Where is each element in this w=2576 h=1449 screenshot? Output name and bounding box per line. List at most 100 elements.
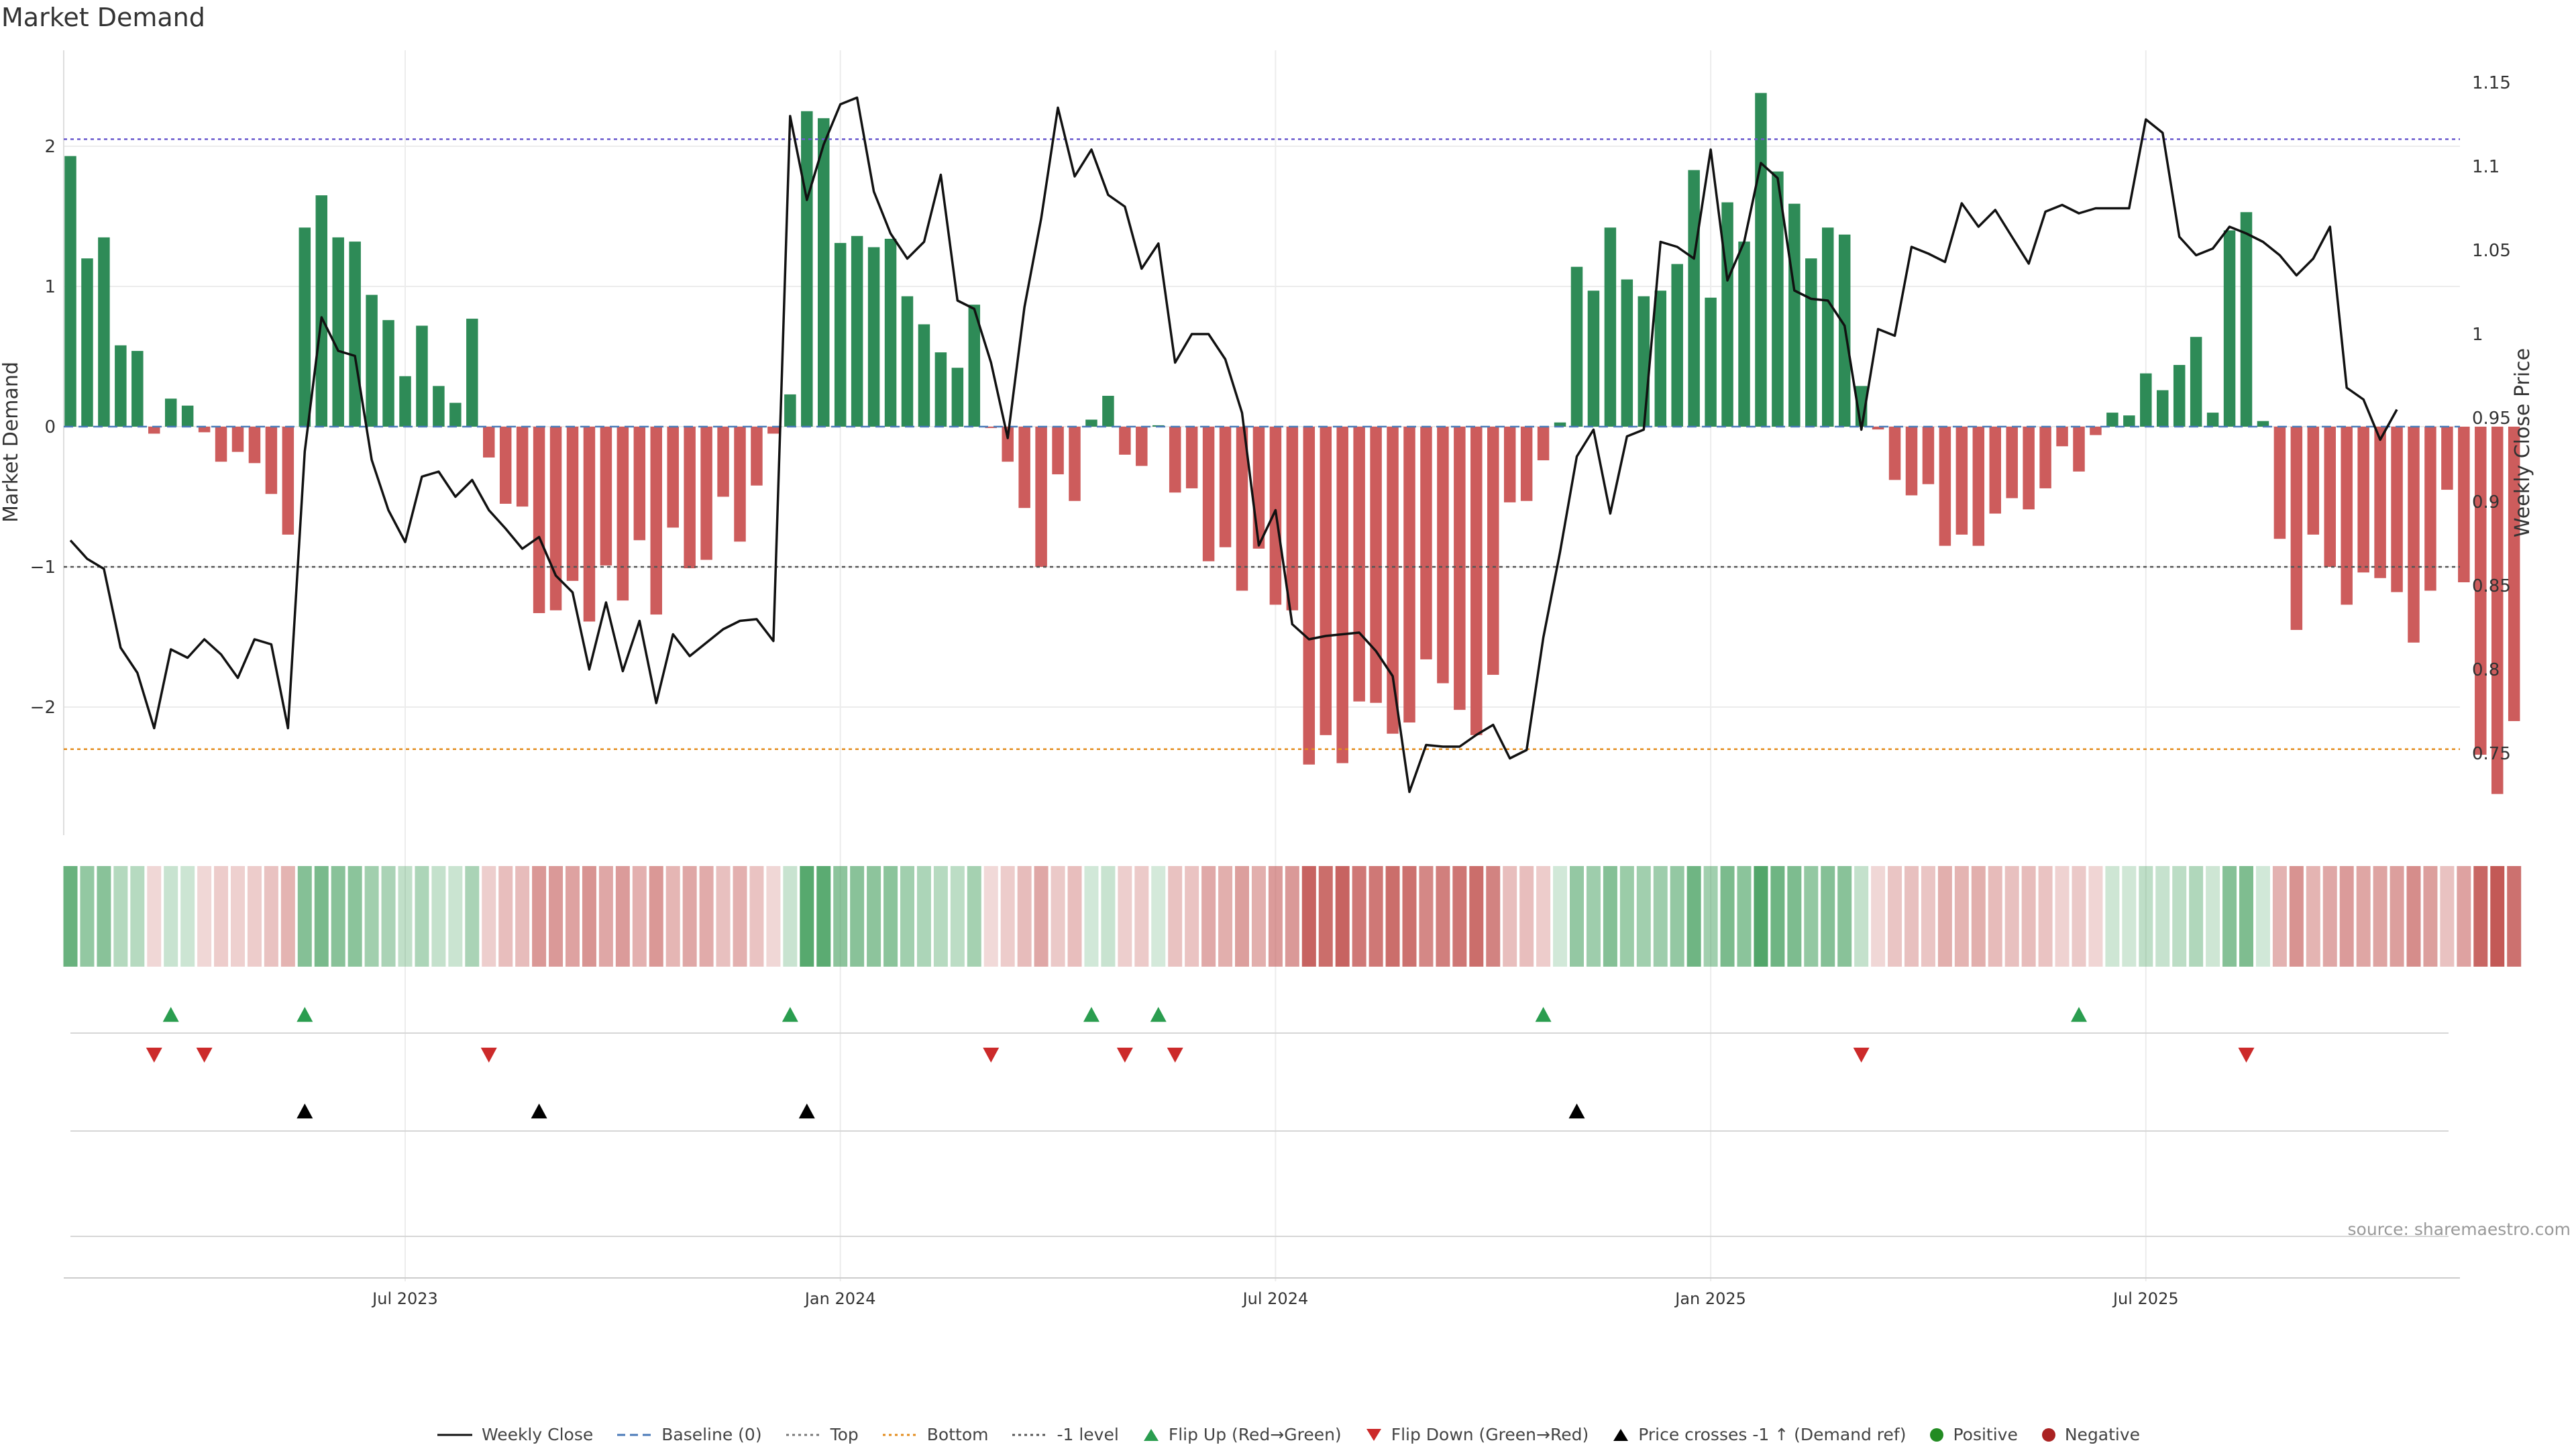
heat-cell — [2088, 866, 2103, 967]
x-tick-label: Jul 2025 — [2112, 1289, 2179, 1308]
triangle-up-icon — [1143, 1428, 1159, 1441]
heat-cell — [482, 866, 496, 967]
bar-negative — [1252, 427, 1265, 549]
bar-positive — [131, 351, 144, 427]
heat-cell — [1034, 866, 1049, 967]
heat-cell — [431, 866, 446, 967]
heat-cell — [2373, 866, 2387, 967]
bar-negative — [1470, 427, 1483, 735]
y2-tick-label: 0.95 — [2472, 409, 2511, 429]
triangle-up-icon — [1613, 1428, 1629, 1441]
flip-down-marker — [1853, 1047, 1870, 1063]
legend-dotted-line-icon — [786, 1434, 821, 1436]
bar-negative — [751, 427, 763, 486]
bar-negative — [549, 427, 562, 610]
bar-positive — [315, 195, 327, 427]
heat-cell — [1436, 866, 1450, 967]
heat-cell — [833, 866, 848, 967]
bar-negative — [2290, 427, 2303, 631]
heat-cell — [314, 866, 329, 967]
heat-cell — [2490, 866, 2505, 967]
bar-positive — [2240, 212, 2253, 427]
bar-positive — [884, 238, 897, 427]
bar-negative — [1487, 427, 1499, 675]
heat-cell — [2390, 866, 2404, 967]
bar-positive — [918, 324, 930, 427]
heat-cell — [1134, 866, 1149, 967]
flip-up-marker — [1083, 1007, 1099, 1022]
heat-cell — [1151, 866, 1166, 967]
heat-cell — [1419, 866, 1434, 967]
heat-cell — [1469, 866, 1484, 967]
bar-positive — [834, 243, 847, 427]
heat-cell — [1971, 866, 1986, 967]
bar-negative — [533, 427, 545, 613]
bar-negative — [2357, 427, 2369, 573]
bar-positive — [1705, 297, 1717, 427]
x-tick-label: Jan 2025 — [1674, 1289, 1746, 1308]
heat-cell — [649, 866, 663, 967]
heat-cell — [1553, 866, 1568, 967]
bar-positive — [181, 405, 194, 427]
bar-positive — [349, 241, 361, 427]
heat-cell — [1318, 866, 1333, 967]
flip-down-marker — [1116, 1047, 1133, 1063]
heat-cell — [214, 866, 229, 967]
heat-cell — [1603, 866, 1617, 967]
legend-label: Top — [830, 1425, 859, 1444]
heat-cell — [247, 866, 262, 967]
heat-cell — [2155, 866, 2170, 967]
x-tick-label: Jul 2023 — [371, 1289, 438, 1308]
bar-negative — [198, 427, 211, 433]
heat-cell — [2457, 866, 2471, 967]
heat-cell — [2105, 866, 2120, 967]
heat-cell — [1804, 866, 1819, 967]
heat-cell — [2122, 866, 2137, 967]
heat-cell — [1385, 866, 1400, 967]
bar-negative — [1403, 427, 1415, 722]
bar-negative — [1437, 427, 1449, 684]
heat-cell — [465, 866, 480, 967]
heat-cell — [1670, 866, 1684, 967]
heat-cell — [2072, 866, 2086, 967]
bar-positive — [332, 237, 344, 427]
heat-cell — [448, 866, 463, 967]
bar-negative — [1387, 427, 1399, 734]
heat-cell — [2239, 866, 2253, 967]
heat-cell — [2139, 866, 2153, 967]
heat-cell — [264, 866, 278, 967]
heat-cell — [2222, 866, 2237, 967]
heat-cell — [1084, 866, 1099, 967]
heat-cell — [2172, 866, 2187, 967]
heat-cell — [2255, 866, 2270, 967]
source-note: source: sharemaestro.com — [2347, 1220, 2571, 1239]
heat-cell — [900, 866, 914, 967]
legend: Weekly Close Baseline (0) Top Bottom -1 … — [0, 1425, 2576, 1444]
bar-negative — [650, 427, 662, 615]
heat-cell — [967, 866, 981, 967]
legend-item-minus-one: -1 level — [1011, 1425, 1119, 1444]
bar-positive — [1554, 422, 1566, 427]
bar-positive — [2106, 413, 2118, 427]
heat-cell — [816, 866, 831, 967]
heat-cell — [297, 866, 312, 967]
heat-cell — [2306, 866, 2320, 967]
bar-positive — [1654, 290, 1666, 427]
heat-cell — [699, 866, 714, 967]
bar-positive — [1721, 202, 1733, 427]
heat-cell — [1854, 866, 1869, 967]
bar-negative — [1136, 427, 1148, 466]
heat-cell — [515, 866, 530, 967]
flip-up-marker — [1150, 1007, 1167, 1022]
bar-negative — [985, 427, 997, 429]
bar-positive — [801, 111, 813, 427]
bar-negative — [1202, 427, 1215, 561]
y2-tick-label: 0.9 — [2472, 492, 2500, 513]
bar-negative — [1905, 427, 1918, 496]
bar-negative — [1989, 427, 2001, 514]
bar-positive — [1671, 264, 1683, 427]
legend-label: Negative — [2064, 1425, 2141, 1444]
bar-negative — [2491, 427, 2504, 794]
heat-cell — [1235, 866, 1249, 967]
y-tick-label: −1 — [30, 557, 56, 578]
